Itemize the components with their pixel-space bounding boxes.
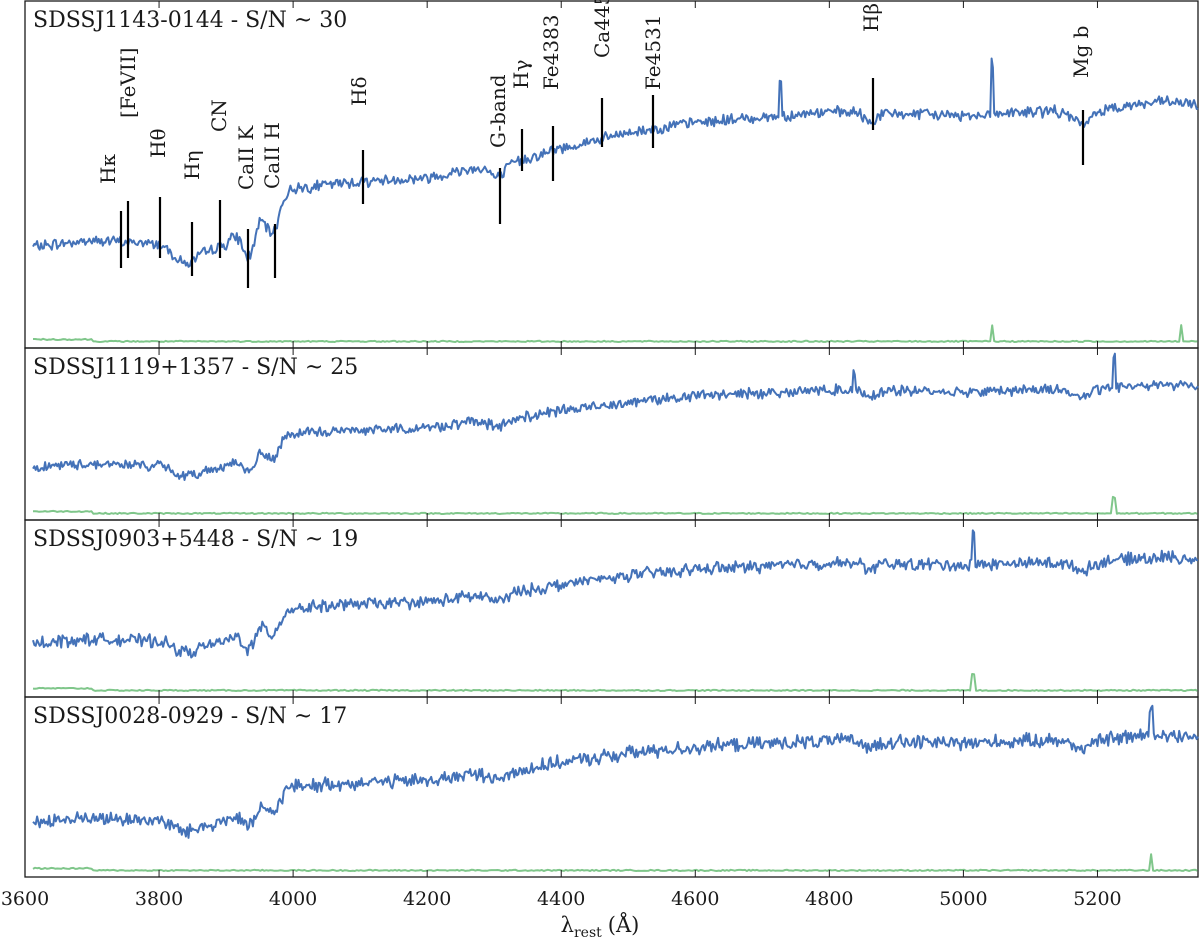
x-tick-label: 4000 <box>269 888 317 910</box>
error-spectrum-line <box>33 324 1198 343</box>
x-tick-label: 3800 <box>135 888 183 910</box>
line-label: CaII K <box>234 125 258 190</box>
panel-title: SDSSJ1143-0144 - S/N ~ 30 <box>33 8 347 33</box>
line-label: Hθ <box>146 129 170 158</box>
line-label: Hη <box>180 151 204 180</box>
panel-title: SDSSJ1119+1357 - S/N ~ 25 <box>33 355 358 380</box>
x-tick-label: 5000 <box>939 888 987 910</box>
line-label: Hδ <box>347 77 371 106</box>
line-label: Fe4383 <box>539 14 563 90</box>
spectrum-line <box>32 57 1199 268</box>
spectrum-line <box>32 352 1199 481</box>
panel-1: SDSSJ1143-0144 - S/N ~ 30 Hκ [FeVII]Hθ HηCN… <box>24 0 1199 349</box>
error-spectrum-line <box>33 495 1198 515</box>
line-label: Hκ <box>96 154 120 184</box>
spectrum-line <box>32 704 1199 839</box>
spectra-panels: SDSSJ1143-0144 - S/N ~ 30 Hκ [FeVII]Hθ HηCN… <box>24 0 1199 878</box>
panel-2: SDSSJ1119+1357 - S/N ~ 25 <box>24 347 1199 521</box>
line-label: CN <box>207 99 231 132</box>
line-label: Mg b <box>1069 26 1093 78</box>
line-label: Hβ <box>859 3 883 32</box>
x-tick-label: 5200 <box>1073 888 1121 910</box>
x-tick-label: 4600 <box>671 888 719 910</box>
panel-title: SDSSJ0903+5448 - S/N ~ 19 <box>33 527 358 552</box>
line-label: G-band <box>486 74 510 148</box>
error-spectrum-line <box>32 853 1198 872</box>
panel-frame <box>24 696 1199 878</box>
panel-title: SDSSJ0028-0929 - S/N ~ 17 <box>33 704 347 729</box>
x-tick-label: 4800 <box>805 888 853 910</box>
x-axis: 3600 3800 4000 4200 4400 4600 4800 5000 5200 <box>1 888 1122 910</box>
x-tick-label: 3600 <box>1 888 49 910</box>
x-tick-label: 4200 <box>403 888 451 910</box>
x-axis-label: λrest (Å) <box>561 912 640 940</box>
spectrum-line <box>32 529 1199 659</box>
line-label: Hγ <box>509 60 533 89</box>
panel-4: SDSSJ0028-0929 - S/N ~ 17 <box>24 696 1199 878</box>
panel-3: SDSSJ0903+5448 - S/N ~ 19 <box>24 519 1199 698</box>
error-spectrum-line <box>32 673 1198 692</box>
line-label: [FeVII] <box>116 48 140 118</box>
line-label: CaII H <box>260 122 284 189</box>
line-label: Fe4531 <box>641 14 665 90</box>
x-tick-label: 4400 <box>537 888 585 910</box>
line-label: Ca4455 <box>590 0 614 58</box>
